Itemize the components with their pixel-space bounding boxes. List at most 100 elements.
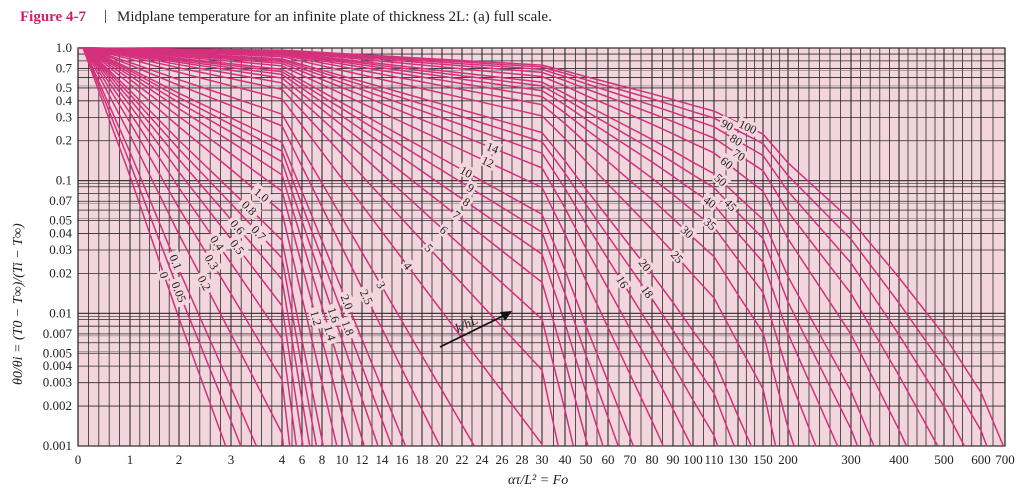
x-tick-label: 22 <box>456 452 469 467</box>
curve-label-bg <box>463 179 479 196</box>
curve-label: 1.8 <box>338 315 359 341</box>
y-tick-label: 0.001 <box>43 438 72 453</box>
x-tick-label: 90 <box>667 452 680 467</box>
curve-label: 1.2 <box>307 305 326 331</box>
curve-label: 45 <box>720 194 741 215</box>
curve-label-bg <box>612 271 633 292</box>
curve-kHL-1.6 <box>78 47 379 447</box>
curve-label-bg <box>321 320 340 346</box>
curve-label-text: 0.3 <box>202 252 222 272</box>
curve-kHL-35 <box>78 47 817 447</box>
curve-label-bg <box>717 115 738 135</box>
figure-separator: | <box>104 8 107 24</box>
curve-kHL-12 <box>78 47 664 447</box>
curve-label-bg <box>456 161 477 182</box>
x-tick-label: 4 <box>279 452 286 467</box>
figure-caption: Midplane temperature for an infinite pla… <box>117 9 552 25</box>
y-axis-label: θ0/θi = (T0 − T∞)/(Ti − T∞) <box>11 223 26 385</box>
x-tick-label: 12 <box>356 452 369 467</box>
y-tick-label: 0.04 <box>49 225 72 240</box>
curve-kHL-6 <box>78 47 575 447</box>
y-tick-label: 1.0 <box>56 40 72 55</box>
y-tick-labels: 1.0 0.7 0.50.40.3 0.2 0.1 0.07 0.050.04 0.03 0.0… <box>43 40 73 453</box>
y-tick-label: 0.1 <box>56 173 72 188</box>
curve-kHL-18 <box>78 47 735 447</box>
curve-label: 35 <box>700 213 721 234</box>
curve-label-text: 1.6 <box>325 306 343 325</box>
x-tick-label: 20 <box>436 452 449 467</box>
curve-label: 12 <box>477 152 498 171</box>
curve-label-bg <box>710 169 732 190</box>
curve-label: 14 <box>482 138 503 157</box>
y-tick-label: 0.07 <box>49 193 72 208</box>
y-tick-label: 0.2 <box>56 133 72 148</box>
curve-label-text: 100 <box>737 117 759 137</box>
curve-label-text: 1.4 <box>321 324 339 342</box>
curve-label-bg <box>635 254 656 275</box>
x-tick-label: 28 <box>516 452 529 467</box>
curve-label: 50 <box>710 169 732 190</box>
curve-label: 25 <box>667 246 688 267</box>
curve-label-text: 0 <box>156 270 171 280</box>
curve-label: 5 <box>421 239 438 256</box>
curve-label: 70 <box>729 144 750 165</box>
curve-label-bg <box>373 277 390 293</box>
curve-labels: 00.050.10.20.30.4 0.50.6 0.70.81.01.21.41.… <box>156 115 761 346</box>
y-tick-label: 0.02 <box>49 265 72 280</box>
curve-label-text: 2.5 <box>357 287 376 307</box>
x-tick-label: 8 <box>319 452 326 467</box>
curve-label-bg <box>667 246 688 267</box>
x-tick-label: 10 <box>336 452 349 467</box>
curve-kHL-100 <box>78 47 1005 447</box>
curve-kHL-4 <box>78 47 544 447</box>
curve-label-bg <box>421 239 438 256</box>
x-tick-label: 60 <box>602 452 615 467</box>
curve-kHL-1.2 <box>78 47 352 447</box>
x-tick-label: 26 <box>496 452 510 467</box>
y-tick-label: 0.003 <box>43 375 72 390</box>
curve-label-bg <box>448 206 465 223</box>
x-tick-label: 6 <box>299 452 306 467</box>
y-tick-label: 0.005 <box>43 345 72 360</box>
curve-label: 2.0 <box>337 289 358 315</box>
x-tick-label: 2 <box>176 452 183 467</box>
x-tick-label: 70 <box>624 452 637 467</box>
curve-label: 2.5 <box>356 284 378 310</box>
y-tick-label: 0.7 <box>56 61 73 76</box>
plot-border <box>77 47 1006 447</box>
curve-label-text: 1.2 <box>307 309 324 327</box>
curve-label: 0.3 <box>200 248 224 275</box>
y-tick-label: 0.004 <box>43 358 73 373</box>
curve-label: 3 <box>373 277 390 293</box>
curve-label: 30 <box>677 221 698 242</box>
x-tick-label: 500 <box>934 452 954 467</box>
curve-label-bg <box>337 289 358 315</box>
curve-label-text: 0.1 <box>166 252 185 271</box>
curve-label: 20 <box>635 254 656 275</box>
curve-label-bg <box>225 234 250 260</box>
curve-label: 0 <box>156 267 173 282</box>
curve-label-bg <box>249 182 275 207</box>
x-tick-label: 130 <box>728 452 748 467</box>
curve-label: 0.1 <box>165 249 187 275</box>
curve-label-text: 14 <box>484 139 500 156</box>
curve-label: 16 <box>612 271 633 292</box>
x-tick-label: 18 <box>416 452 429 467</box>
curve-label: 1.4 <box>321 320 340 346</box>
curve-label: 9 <box>463 179 479 196</box>
curve-kHL-50 <box>78 47 875 447</box>
curve-label-bg <box>699 191 721 212</box>
curve-label: 7 <box>448 206 465 223</box>
curve-label: 0.2 <box>193 270 216 296</box>
curve-label-bg <box>637 281 658 302</box>
y-tick-label: 0.3 <box>56 109 72 124</box>
curve-label: 4 <box>399 257 417 274</box>
curve-label-bg <box>726 129 747 150</box>
x-tick-label: 0 <box>75 452 82 467</box>
curve-kHL-0.8 <box>78 47 324 447</box>
curve-label-text: 0.2 <box>195 273 214 293</box>
curve-label-text: 2.0 <box>338 292 357 311</box>
curve-kHL-1.8 <box>78 47 393 447</box>
x-tick-label: 400 <box>889 452 909 467</box>
